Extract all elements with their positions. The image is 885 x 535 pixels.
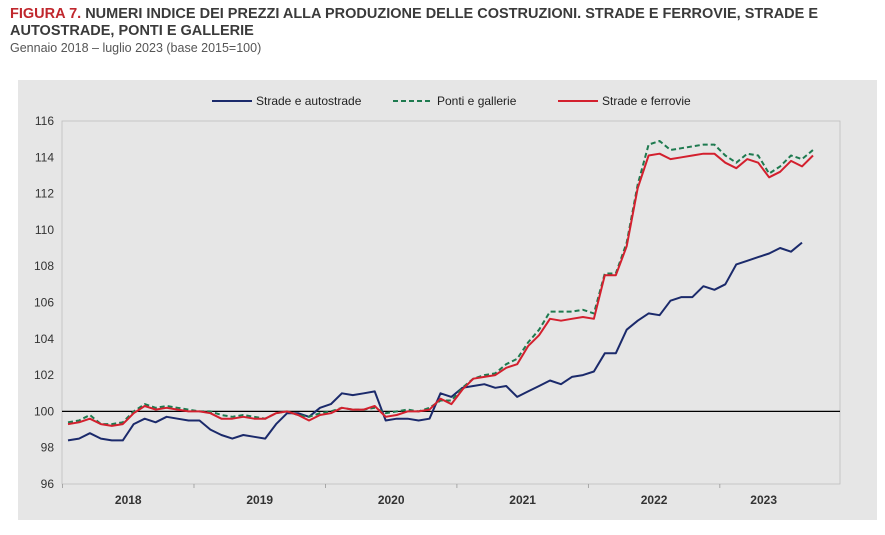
figure-header: FIGURA 7. NUMERI INDICE DEI PREZZI ALLA … bbox=[10, 6, 880, 56]
series-line-strade-autostrade bbox=[67, 241, 803, 442]
y-tick-label: 106 bbox=[34, 296, 54, 310]
x-tick-label: 2023 bbox=[750, 493, 777, 507]
figure-label: FIGURA 7. bbox=[10, 6, 82, 22]
y-tick-label: 98 bbox=[41, 441, 55, 455]
y-tick-label: 108 bbox=[34, 259, 54, 273]
chart-title-text: NUMERI INDICE DEI PREZZI ALLA PRODUZIONE… bbox=[10, 6, 819, 39]
x-tick-label: 2018 bbox=[115, 493, 142, 507]
x-tick-label: 2021 bbox=[509, 493, 536, 507]
legend-label: Strade e ferrovie bbox=[602, 94, 691, 108]
y-tick-label: 100 bbox=[34, 404, 54, 418]
y-tick-label: 112 bbox=[35, 187, 54, 201]
series-line-strade-ferrovie bbox=[67, 152, 814, 427]
series-line-ponti-gallerie bbox=[67, 140, 814, 426]
y-tick-label: 114 bbox=[35, 150, 54, 164]
y-tick-label: 104 bbox=[34, 332, 54, 346]
y-tick-label: 116 bbox=[35, 114, 54, 128]
x-tick-label: 2022 bbox=[641, 493, 668, 507]
y-tick-label: 102 bbox=[34, 368, 54, 382]
legend-label: Strade e autostrade bbox=[256, 94, 362, 108]
x-tick-label: 2019 bbox=[246, 493, 273, 507]
y-tick-label: 110 bbox=[35, 223, 54, 237]
line-chart: 96 98 100 102 104 106 108 110 112 114 116 2018 2019 2… bbox=[34, 94, 841, 507]
chart-panel: 96 98 100 102 104 106 108 110 112 114 116 2018 2019 2… bbox=[18, 80, 877, 520]
legend-label: Ponti e gallerie bbox=[437, 94, 517, 108]
chart-title: FIGURA 7. NUMERI INDICE DEI PREZZI ALLA … bbox=[10, 6, 880, 40]
chart-subtitle: Gennaio 2018 – luglio 2023 (base 2015=10… bbox=[10, 41, 262, 55]
y-tick-label: 96 bbox=[41, 477, 55, 491]
plot-area bbox=[61, 120, 841, 485]
x-tick-label: 2020 bbox=[378, 493, 405, 507]
